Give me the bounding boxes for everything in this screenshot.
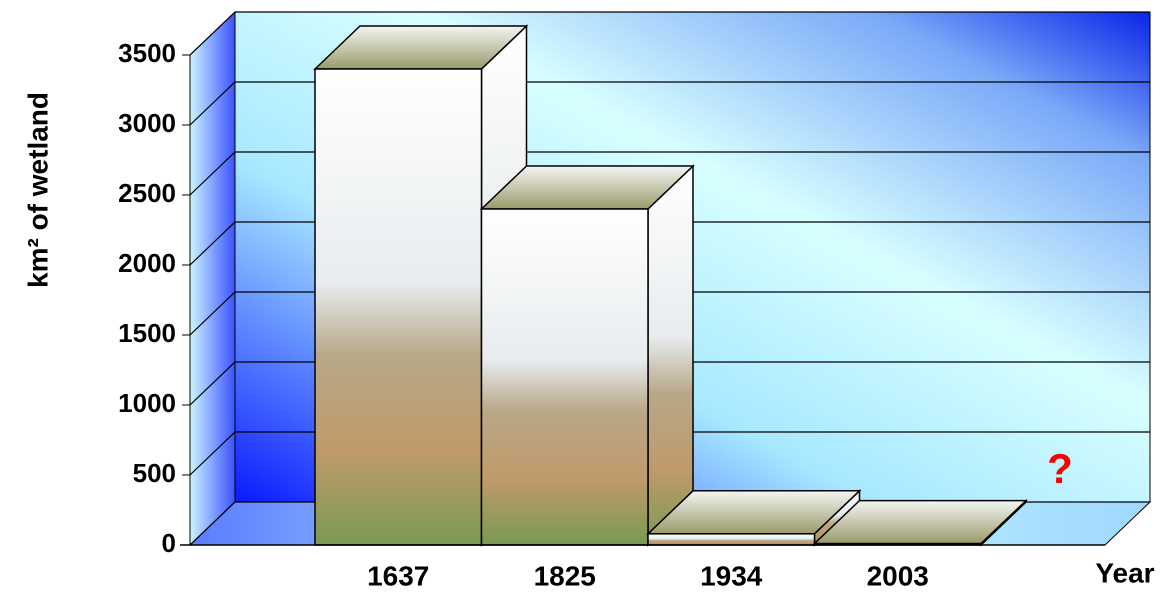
x-tick-label: 1637: [367, 560, 429, 591]
bar-side: [647, 164, 694, 547]
x-tick-label: 2003: [867, 560, 929, 591]
grid-line: [189, 151, 1150, 196]
grid-line: [189, 81, 1150, 126]
bar: [314, 68, 483, 546]
y-axis-label: km² of wetland: [22, 92, 53, 288]
y-tick-label: 500: [133, 458, 176, 488]
annotation: ?: [1047, 445, 1073, 492]
y-tick-label: 3500: [118, 38, 176, 68]
grid-line: [189, 291, 1150, 336]
x-axis-label: Year: [1095, 557, 1154, 588]
y-tick-label: 1000: [118, 388, 176, 418]
y-tick-label: 3000: [118, 108, 176, 138]
bar: [647, 533, 816, 546]
x-tick-label: 1934: [700, 560, 763, 591]
y-tick-label: 0: [162, 528, 176, 558]
grid-line: [189, 361, 1150, 406]
y-tick-label: 2000: [118, 248, 176, 278]
bar: [480, 208, 649, 546]
grid-line: [189, 221, 1150, 266]
y-tick-label: 1500: [118, 318, 176, 348]
left-wall: [189, 10, 236, 547]
y-tick-label: 2500: [118, 178, 176, 208]
grid-line: [189, 11, 1150, 56]
x-tick-label: 1825: [534, 560, 596, 591]
grid-line: [189, 431, 1150, 476]
